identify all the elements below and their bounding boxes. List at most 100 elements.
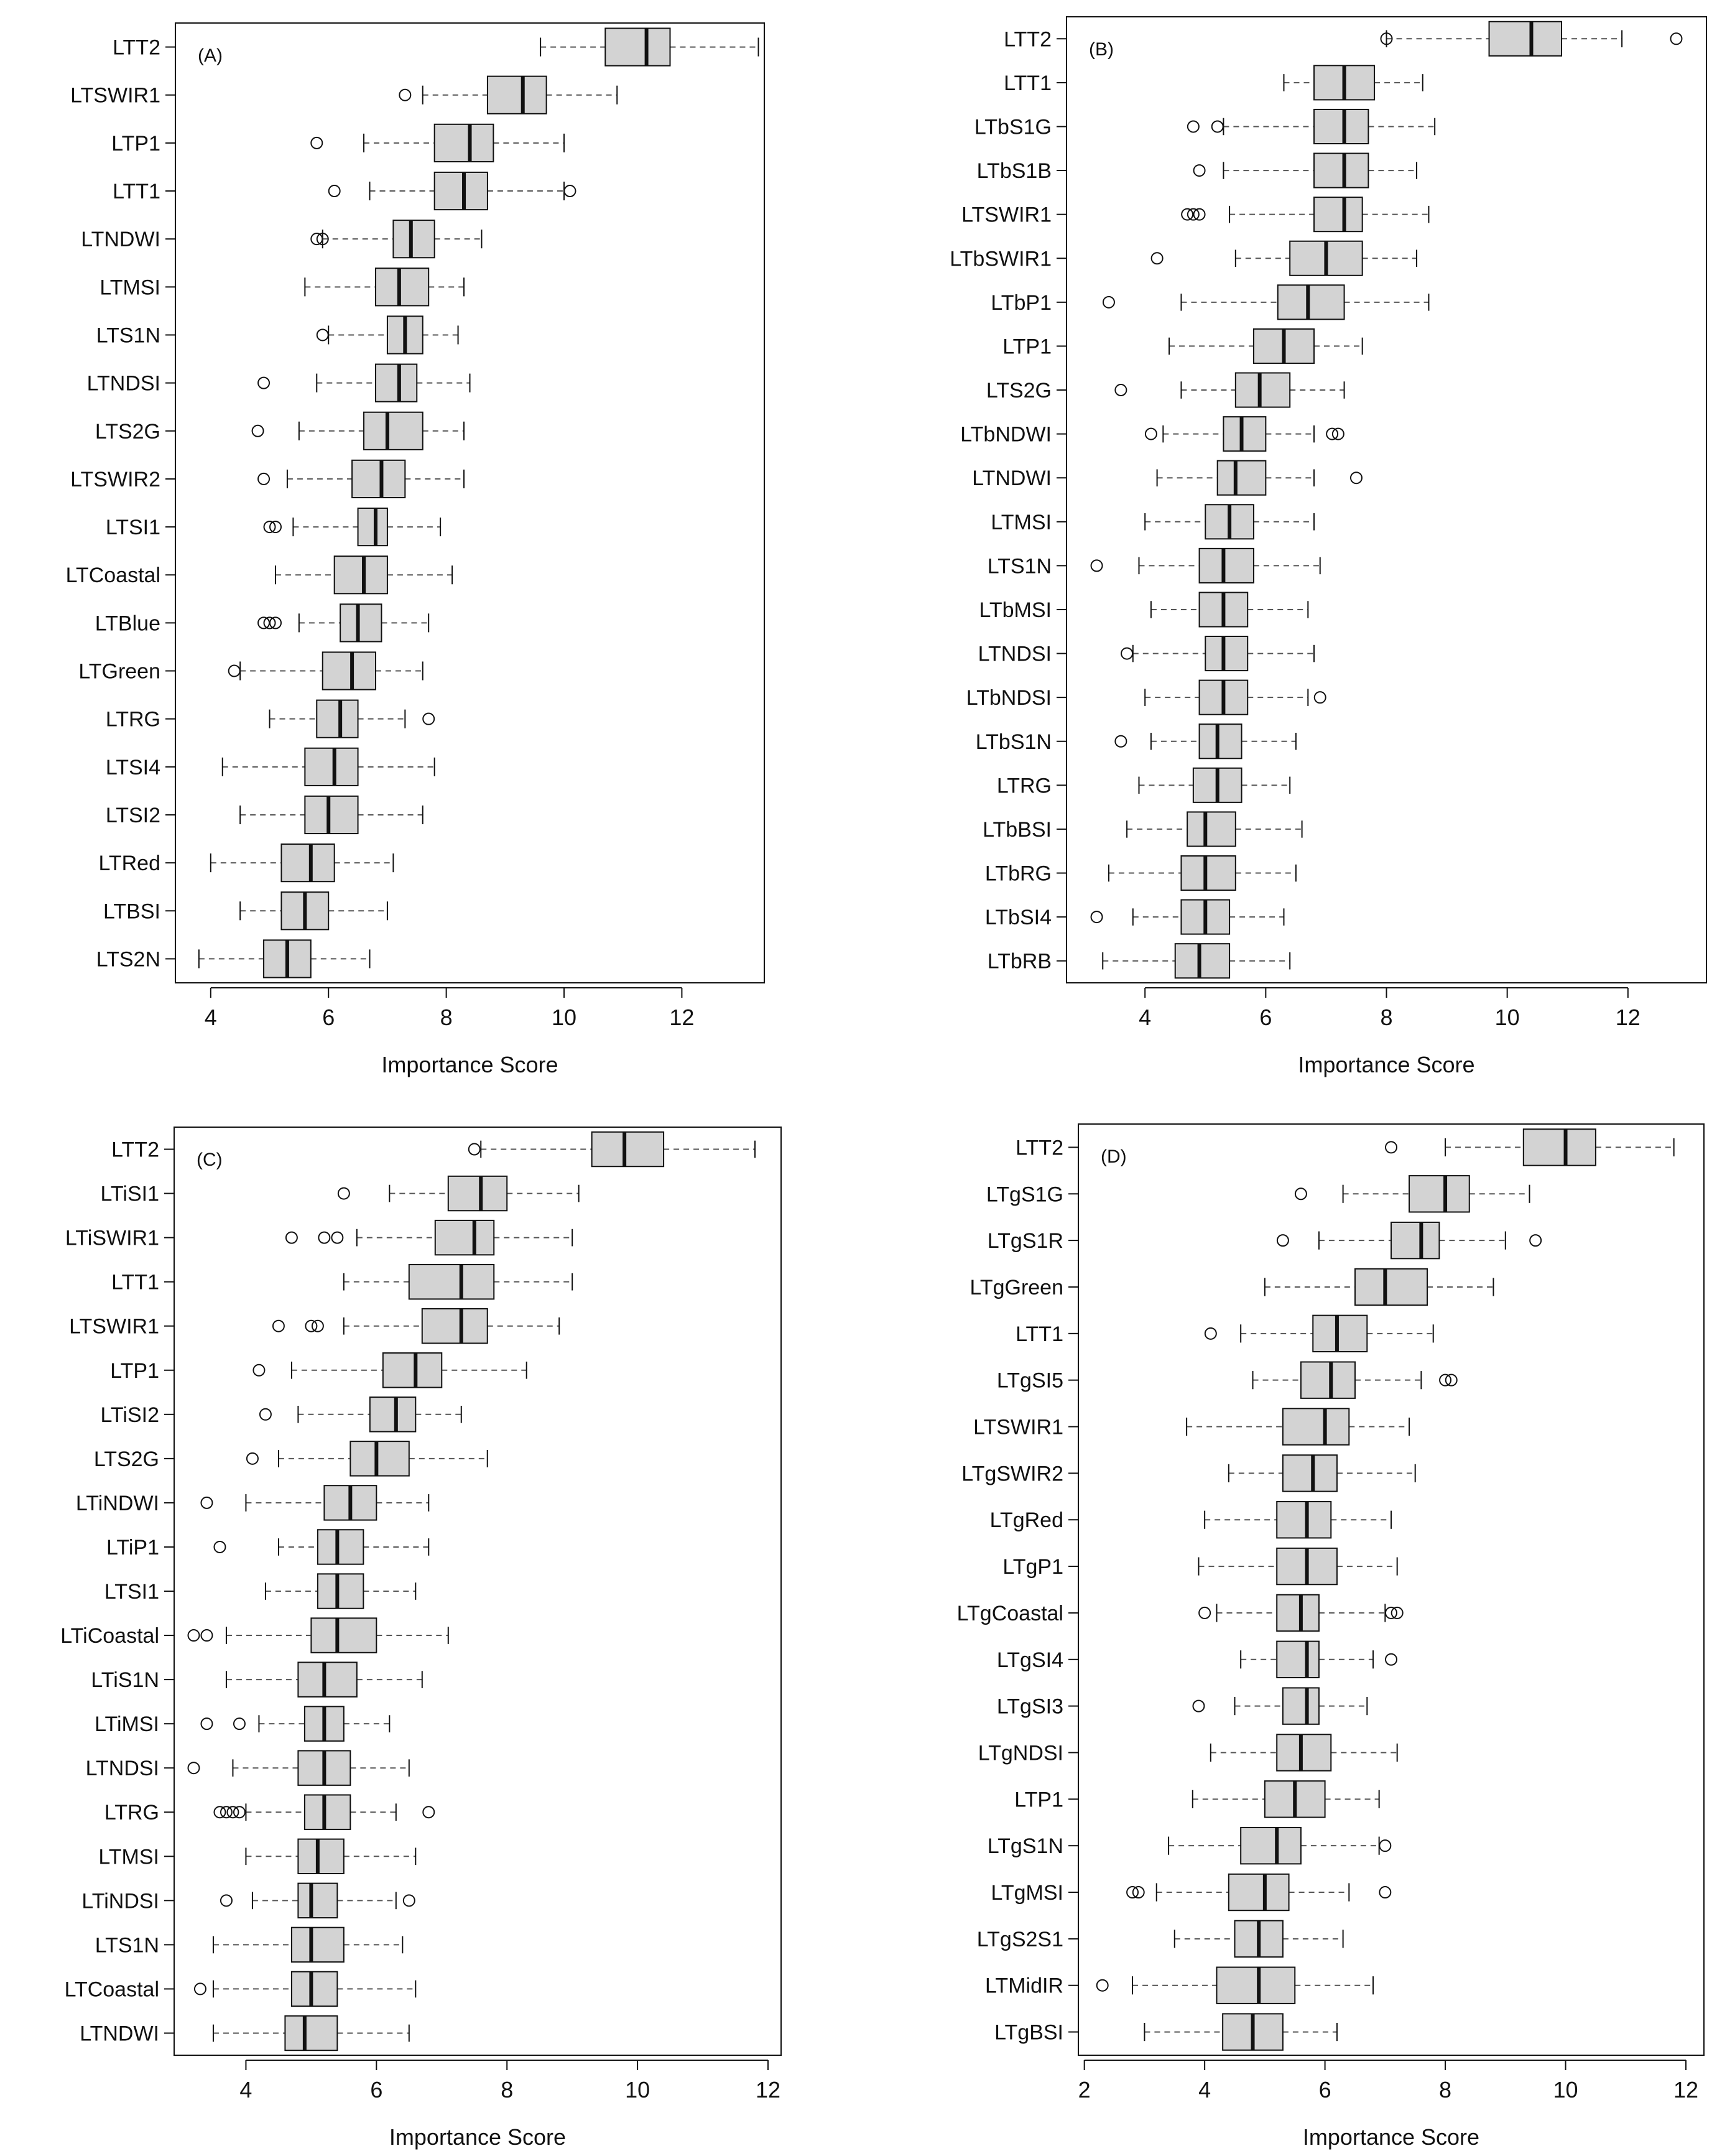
x-tick-label: 10	[625, 2077, 650, 2103]
panel-label: (A)	[198, 45, 223, 66]
outlier-point	[200, 1717, 213, 1731]
box-ltgs1r: LTgS1R	[988, 1221, 1542, 1260]
outlier-point	[213, 1806, 226, 1819]
iqr-box	[316, 699, 359, 738]
category-label: LTiSWIR1	[65, 1227, 159, 1250]
box-ltggreen: LTgGreen	[970, 1268, 1494, 1306]
outlier-point	[310, 136, 323, 149]
box-lts2g: LTS2G	[94, 1441, 488, 1477]
outlier-point	[1187, 120, 1200, 133]
outlier-point	[1445, 1373, 1458, 1387]
box-ltbswir1: LTbSWIR1	[950, 240, 1418, 276]
iqr-box	[486, 75, 547, 114]
box-ltindsi: LTiNDSI	[81, 1882, 415, 1919]
box-ltgsi5: LTgSI5	[997, 1361, 1458, 1399]
outlier-point	[1114, 735, 1127, 748]
box-ltbs1g: LTbS1G	[974, 108, 1436, 145]
iqr-box	[1282, 1687, 1320, 1725]
box-ltgs1n: LTgS1N	[988, 1826, 1392, 1865]
x-tick-label: 8	[1439, 2077, 1451, 2103]
iqr-box	[1276, 1501, 1332, 1539]
x-tick-label: 6	[370, 2077, 382, 2103]
category-label: LTCoastal	[65, 1977, 159, 2001]
outlier-point	[1096, 1979, 1109, 1992]
iqr-box	[351, 459, 406, 499]
box-ltbp1: LTbP1	[991, 284, 1430, 320]
iqr-box	[317, 1573, 364, 1609]
box-ltblue: LTBlue	[95, 603, 430, 643]
category-label: LTbS1B	[977, 159, 1052, 183]
iqr-box	[1198, 547, 1254, 583]
category-label: LTP1	[110, 1359, 159, 1383]
iqr-box	[1216, 1966, 1296, 2004]
outlier-point	[228, 664, 241, 677]
category-label: LTP1	[111, 132, 160, 156]
box-ltgcoastal: LTgCoastal	[957, 1594, 1404, 1632]
x-tick-label: 4	[205, 1005, 217, 1030]
outlier-point	[1102, 295, 1115, 309]
x-tick-label: 8	[501, 2077, 513, 2103]
box-ltbndsi: LTbNDSI	[966, 679, 1326, 715]
box-ltmidir: LTMidIR	[985, 1966, 1374, 2004]
iqr-box	[421, 1308, 488, 1344]
category-label: LTgS2S1	[977, 1928, 1063, 1951]
iqr-box	[408, 1263, 495, 1300]
category-label: LTMSI	[991, 511, 1052, 534]
iqr-box	[304, 747, 359, 786]
outlier-point	[422, 1806, 435, 1819]
outlier-point	[187, 1629, 200, 1642]
plot-frame	[1066, 16, 1707, 983]
iqr-box	[591, 1131, 665, 1168]
x-axis-title: Importance Score	[1303, 2124, 1479, 2150]
category-label: LTgS1G	[986, 1183, 1063, 1206]
iqr-box	[322, 651, 376, 690]
box-ltbrg: LTbRG	[985, 855, 1297, 891]
iqr-box	[374, 363, 418, 402]
outlier-point	[200, 1629, 213, 1642]
category-label: LTSI1	[106, 516, 160, 539]
iqr-box	[363, 411, 423, 450]
category-label: LTNDWI	[81, 228, 160, 251]
outlier-point	[226, 1806, 239, 1819]
outlier-point	[246, 1452, 259, 1465]
box-ltsi2: LTSI2	[106, 795, 423, 835]
iqr-box	[1312, 1314, 1368, 1353]
box-ltindwi: LTiNDWI	[76, 1485, 430, 1521]
iqr-box	[1276, 1640, 1320, 1678]
category-label: LTbRB	[988, 950, 1052, 973]
outlier-point	[1380, 32, 1393, 45]
outlier-point	[263, 521, 276, 534]
box-ltbbsi: LTbBSI	[983, 811, 1303, 847]
box-ltt1: LTT1	[1004, 65, 1423, 101]
x-tick-label: 10	[1553, 2077, 1578, 2103]
box-ltcoastal: LTCoastal	[65, 1971, 417, 2007]
box-ltt1: LTT1	[113, 171, 576, 211]
category-label: LTgSI5	[997, 1369, 1063, 1393]
box-ltp1: LTP1	[1014, 1780, 1380, 1818]
category-label: LTS1N	[988, 554, 1052, 578]
box-ltt1: LTT1	[111, 1263, 573, 1300]
panel-a-boxplot: (A) 4 6 8 10 12 Importance Score LTT2 LTSWIR1 LTP…	[66, 22, 765, 1077]
outlier-point	[1326, 427, 1339, 440]
box-ltgmsi: LTgMSI	[991, 1873, 1392, 1912]
box-ltgsi3: LTgSI3	[997, 1687, 1368, 1725]
box-ltndwi: LTNDWI	[80, 2015, 410, 2051]
iqr-box	[1488, 21, 1563, 57]
box-ltgs1g: LTgS1G	[986, 1175, 1530, 1213]
box-ltgsi4: LTgSI4	[997, 1640, 1397, 1678]
outlier-point	[1204, 1327, 1217, 1340]
iqr-box	[1174, 943, 1231, 979]
outlier-point	[1132, 1886, 1145, 1899]
x-tick-label: 6	[322, 1005, 335, 1030]
category-label: LTSI4	[106, 756, 160, 779]
x-tick-label: 6	[1319, 2077, 1331, 2103]
outlier-point	[1144, 427, 1157, 440]
category-label: LTP1	[1002, 335, 1052, 358]
outlier-point	[1331, 427, 1344, 440]
box-ltndsi: LTNDSI	[978, 636, 1315, 672]
category-label: LTiSI1	[101, 1183, 159, 1206]
box-ltndwi: LTNDWI	[81, 220, 483, 259]
panel-label: (D)	[1101, 1146, 1127, 1167]
outlier-point	[257, 376, 271, 389]
outlier-point	[1090, 911, 1103, 924]
